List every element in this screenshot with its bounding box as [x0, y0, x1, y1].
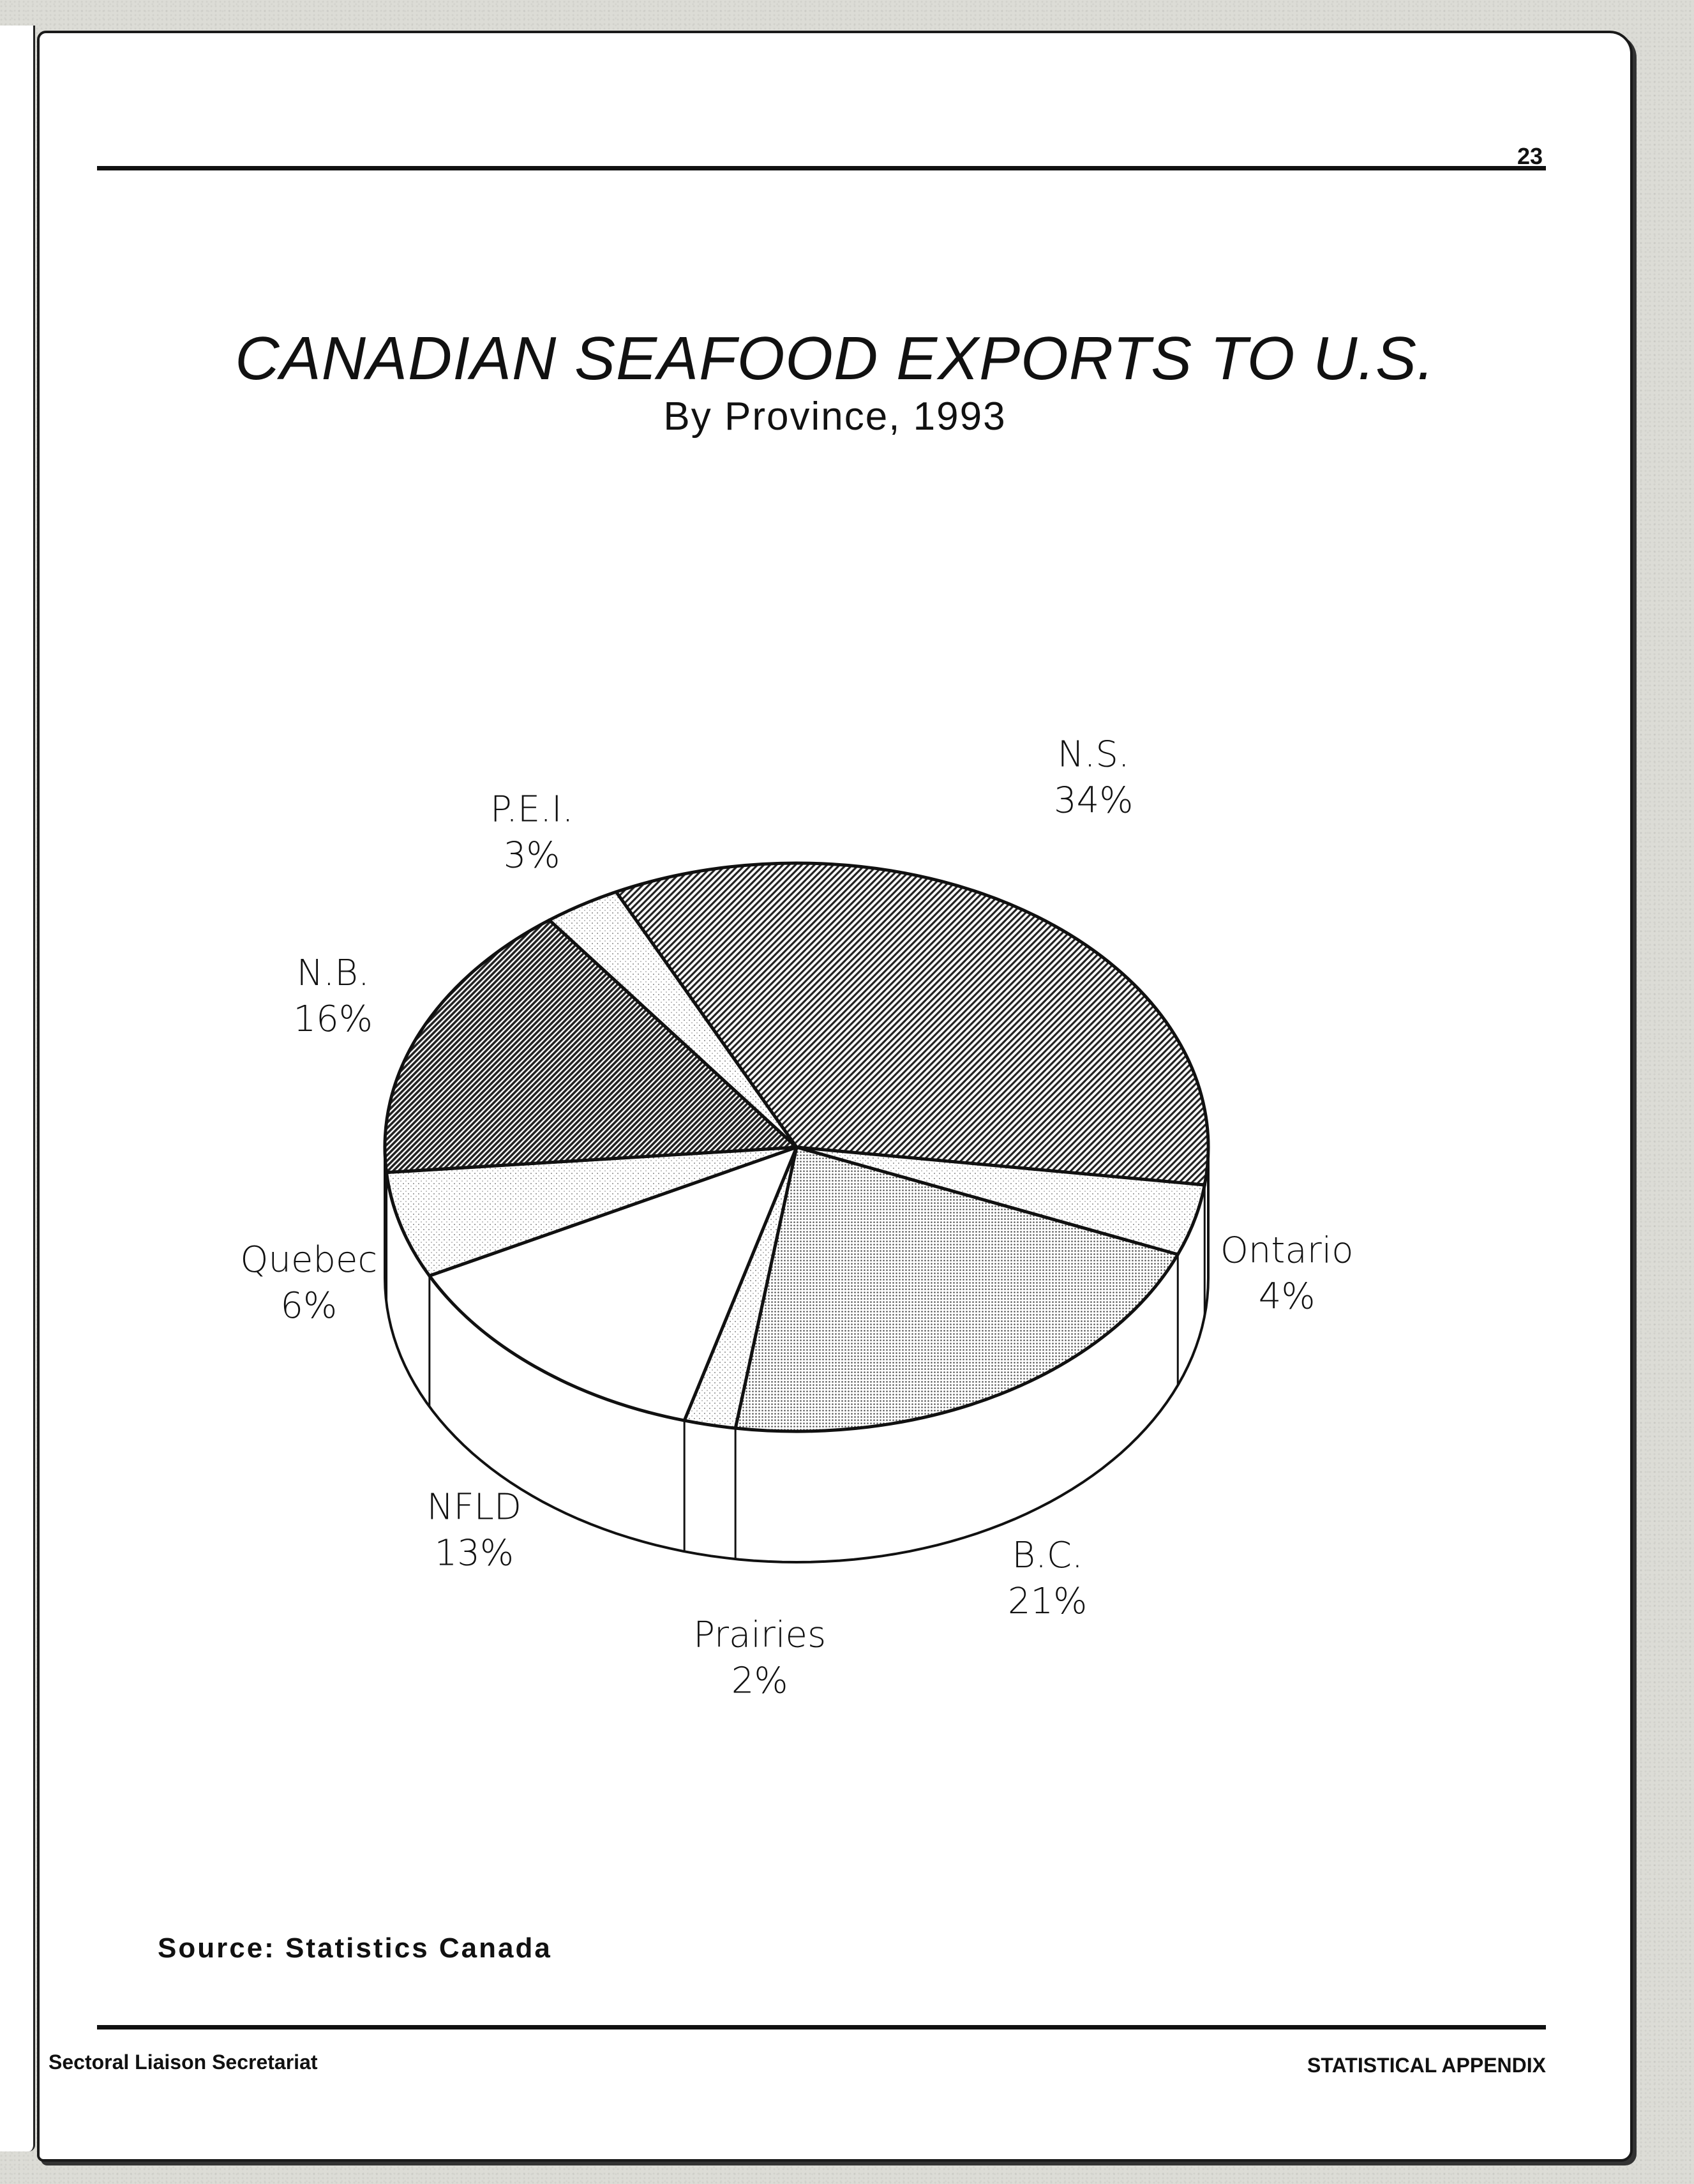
chart-title: CANADIAN SEAFOOD EXPORTS TO U.S.: [235, 324, 1435, 393]
pie-slices: [383, 861, 1210, 1433]
slice-value: 3%: [504, 835, 560, 877]
slice-value: 2%: [731, 1660, 788, 1701]
slice-label-prairies: Prairies 2%: [693, 1614, 826, 1701]
slice-name: N.B.: [297, 953, 370, 994]
source-note: Source: Statistics Canada: [158, 1932, 552, 1964]
slice-value: 16%: [293, 998, 372, 1040]
document-page: 23 CANADIAN SEAFOOD EXPORTS TO U.S. By P…: [37, 31, 1633, 2162]
slice-value: 4%: [1259, 1276, 1315, 1318]
footer-right: STATISTICAL APPENDIX: [1307, 2054, 1546, 2077]
pie-slice-b-c: [733, 1145, 1180, 1433]
adjacent-page-edge: [0, 26, 35, 2151]
pie-slice-n-b: [383, 918, 798, 1174]
slice-label-n-s: N.S.34%: [1054, 734, 1133, 822]
pie-slice-quebec: [385, 1145, 798, 1277]
pie-slice-p-e-i: [548, 890, 798, 1149]
pie-slice-n-s: [614, 861, 1210, 1187]
slice-name: N.S.: [1058, 734, 1130, 776]
slice-value: 21%: [1008, 1581, 1087, 1622]
top-rule: [97, 166, 1546, 170]
slice-name: Ontario: [1220, 1230, 1354, 1272]
slice-label-n-b: N.B.16%: [293, 953, 372, 1040]
slice-name: NFLD: [427, 1486, 521, 1528]
slice-name: Quebec: [240, 1239, 377, 1281]
bottom-rule: [97, 2025, 1546, 2030]
slice-name: Prairies: [693, 1614, 826, 1655]
pie-slice-nfld: [428, 1145, 798, 1422]
slice-name: P.E.I.: [490, 789, 573, 831]
slice-name: B.C.: [1012, 1535, 1083, 1576]
slice-value: 13%: [435, 1532, 514, 1574]
slice-value: 34%: [1054, 780, 1133, 822]
chart-subtitle: By Province, 1993: [663, 395, 1007, 439]
page-number: 23: [1517, 143, 1543, 169]
footer-left: Sectoral Liaison Secretariat: [49, 2051, 318, 2074]
slice-value: 6%: [280, 1285, 337, 1327]
slice-label-p-e-i: P.E.I.3%: [490, 789, 573, 877]
slice-label-b-c: B.C. 21%: [1008, 1535, 1087, 1622]
